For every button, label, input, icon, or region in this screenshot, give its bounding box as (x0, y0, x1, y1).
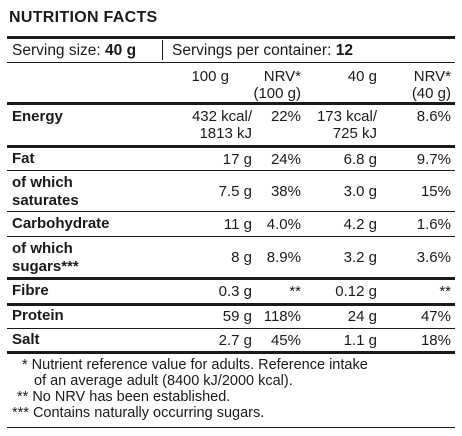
footnote-sugars: *** Contains naturally occurring sugars. (12, 405, 265, 421)
footnote-no-nrv: ** No NRV has been established. (17, 389, 231, 405)
row-label-line: Carbohydrate (12, 215, 110, 232)
cell-protein-40g: 24 g (347, 308, 377, 325)
title-rule (7, 36, 455, 39)
cell-saturates-nrv100: 38% (270, 183, 301, 200)
row-label-line: Energy (12, 108, 63, 125)
row-rule-fat (7, 170, 455, 171)
cell-fat-nrv40: 9.7% (416, 151, 451, 168)
cell-energy-nrv100: 22% (270, 108, 301, 125)
cell-saturates-40g: 3.0 g (343, 183, 377, 200)
row-label-fat: Fat (12, 150, 35, 168)
cell-protein-nrv100: 118% (263, 308, 301, 325)
cell-salt-nrv40: 18% (420, 332, 451, 349)
cell-line: 173 kcal/ (316, 108, 377, 125)
cell-line: 432 kcal/ (191, 108, 252, 125)
header-nrv-40g: NRV* (40 g) (371, 68, 451, 102)
servings-per-label: Servings per container: (172, 42, 332, 59)
serving-size-label: Serving size: (12, 42, 101, 59)
cell-sugars-nrv40: 3.6% (416, 249, 451, 266)
cell-sugars-nrv100: 8.9% (266, 249, 301, 266)
row-rule-saturates (7, 211, 455, 212)
cell-fibre-100g: 0.3 g (218, 283, 252, 300)
row-label-line: of which (12, 240, 73, 257)
row-label-fibre: Fibre (12, 282, 49, 300)
cell-fat-40g: 6.8 g (343, 151, 377, 168)
cell-fibre-nrv100: ** (289, 283, 301, 300)
cell-carbohydrate-nrv40: 1.6% (416, 216, 451, 233)
row-rule-fibre (7, 303, 455, 306)
header-nrv-40g-line1: NRV* (413, 68, 451, 85)
row-rule-energy (7, 145, 455, 148)
header-40g: 40 g (297, 68, 377, 85)
servings-per-value: 12 (335, 42, 353, 59)
cell-saturates-100g: 7.5 g (218, 183, 252, 200)
header-rule (7, 102, 455, 105)
cell-protein-nrv40: 47% (420, 308, 451, 325)
row-rule-sugars (7, 277, 455, 280)
header-100g: 100 g (149, 68, 229, 85)
row-rule-carbohydrate (7, 236, 455, 237)
footnote-nrv-cont: of an average adult (8400 kJ/2000 kcal). (34, 373, 293, 389)
cell-fat-100g: 17 g (222, 151, 252, 168)
cell-salt-nrv100: 45% (270, 332, 301, 349)
footnote-nrv: * Nutrient reference value for adults. R… (22, 357, 368, 373)
row-label-saturates: of which saturates (12, 174, 79, 210)
row-label-sugars: of which sugars*** (12, 240, 79, 276)
cell-sugars-100g: 8 g (231, 249, 252, 266)
header-100g-text: 100 g (191, 68, 229, 85)
cell-salt-40g: 1.1 g (343, 332, 377, 349)
row-label-line: Fat (12, 150, 35, 167)
row-rule-protein (7, 328, 455, 329)
cell-carbohydrate-nrv100: 4.0% (266, 216, 301, 233)
row-label-line: sugars*** (12, 258, 79, 275)
cell-fat-nrv100: 24% (270, 151, 301, 168)
row-label-carbohydrate: Carbohydrate (12, 215, 110, 233)
panel-title: NUTRITION FACTS (9, 9, 158, 26)
cell-carbohydrate-40g: 4.2 g (343, 216, 377, 233)
cell-energy-100g: 432 kcal/ 1813 kJ (166, 108, 252, 142)
header-nrv-100g-line1: NRV* (263, 68, 301, 85)
header-nrv-100g-line2: (100 g) (253, 85, 301, 102)
cell-fibre-40g: 0.12 g (335, 283, 377, 300)
serving-size: Serving size: 40 g (12, 42, 136, 60)
cell-fibre-nrv40: ** (439, 283, 451, 300)
cell-sugars-40g: 3.2 g (343, 249, 377, 266)
table-bottom-rule (7, 351, 455, 354)
servings-per-container: Servings per container: 12 (172, 42, 353, 60)
serving-rule (7, 62, 455, 63)
header-nrv-40g-line2: (40 g) (411, 85, 451, 102)
cell-salt-100g: 2.7 g (218, 332, 252, 349)
header-40g-text: 40 g (347, 68, 377, 85)
cell-energy-nrv40: 8.6% (416, 108, 451, 125)
row-label-line: Salt (12, 331, 40, 348)
row-label-protein: Protein (12, 307, 64, 325)
serving-size-value: 40 g (105, 42, 137, 59)
row-label-line: Fibre (12, 282, 49, 299)
cell-line: 725 kJ (332, 125, 377, 142)
row-label-line: saturates (12, 192, 79, 209)
row-label-line: Protein (12, 307, 64, 324)
serving-divider (162, 40, 163, 60)
footer-rule (7, 427, 455, 428)
cell-carbohydrate-100g: 11 g (223, 216, 252, 233)
header-nrv-100g: NRV* (100 g) (221, 68, 301, 102)
row-label-salt: Salt (12, 331, 40, 349)
cell-saturates-nrv40: 15% (420, 183, 451, 200)
row-label-energy: Energy (12, 108, 63, 126)
cell-protein-100g: 59 g (222, 308, 252, 325)
cell-energy-40g: 173 kcal/ 725 kJ (291, 108, 377, 142)
cell-line: 1813 kJ (199, 125, 252, 142)
row-label-line: of which (12, 174, 73, 191)
